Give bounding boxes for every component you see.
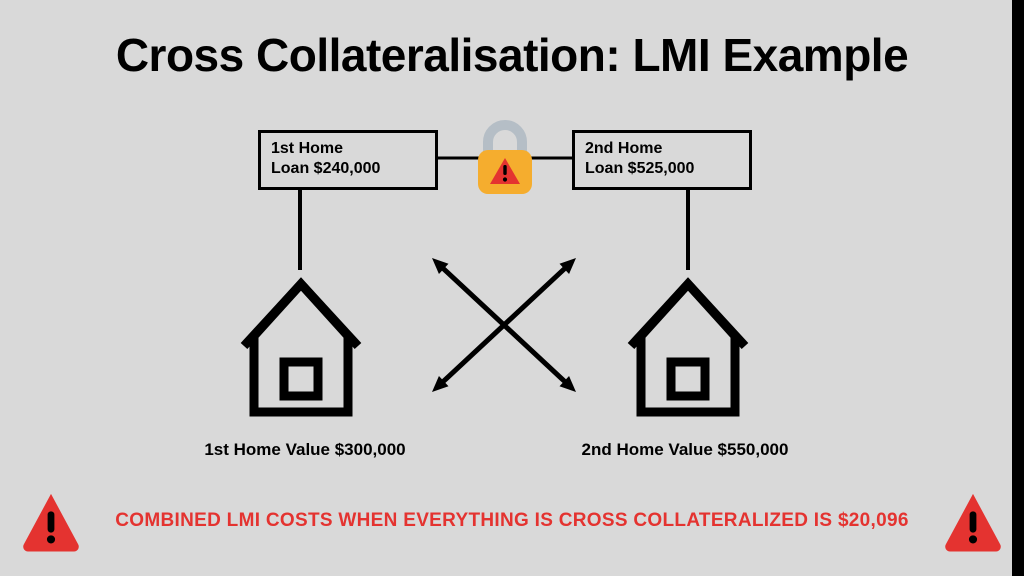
- connector-right-down: [684, 190, 692, 270]
- warning-triangle-left-icon: [20, 490, 82, 552]
- home-value-1: 1st Home Value $300,000: [175, 440, 435, 460]
- warning-triangle-right-icon: [942, 490, 1004, 552]
- lock-warning-icon: [470, 118, 540, 198]
- connector-left-down: [296, 190, 304, 270]
- house-1-icon: [238, 270, 364, 420]
- loan-box-1: 1st Home Loan $240,000: [258, 130, 438, 190]
- loan-box-1-line1: 1st Home: [271, 139, 425, 159]
- infographic-canvas: Cross Collateralisation: LMI Example 1st…: [0, 0, 1024, 576]
- cross-arrows-icon: [414, 240, 594, 410]
- loan-box-2: 2nd Home Loan $525,000: [572, 130, 752, 190]
- loan-box-2-line1: 2nd Home: [585, 139, 739, 159]
- page-title: Cross Collateralisation: LMI Example: [0, 28, 1024, 82]
- house-2-icon: [625, 270, 751, 420]
- loan-box-2-line2: Loan $525,000: [585, 159, 739, 179]
- footer-warning-text: COMBINED LMI COSTS WHEN EVERYTHING IS CR…: [90, 510, 934, 532]
- right-stripe: [1012, 0, 1024, 576]
- loan-box-1-line2: Loan $240,000: [271, 159, 425, 179]
- home-value-2: 2nd Home Value $550,000: [555, 440, 815, 460]
